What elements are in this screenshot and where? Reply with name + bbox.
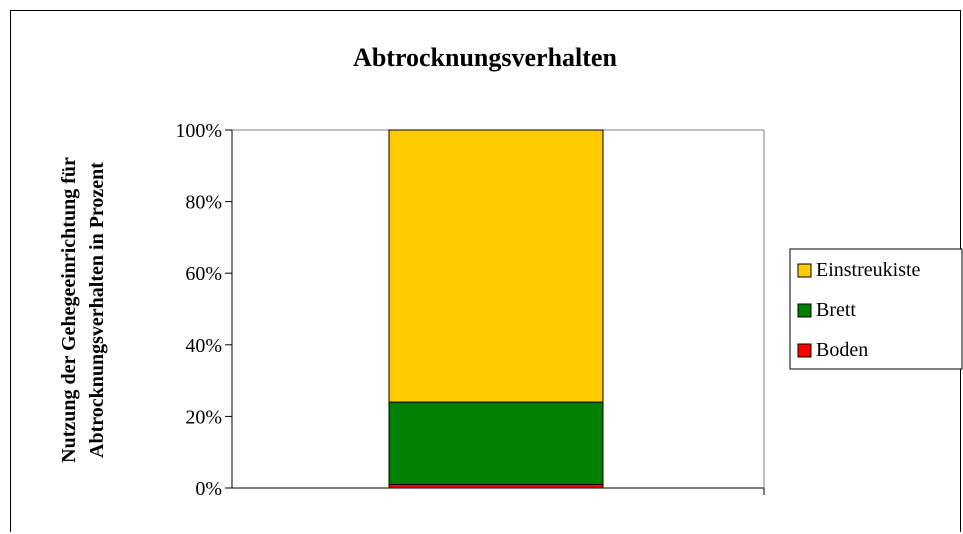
- y-tick-label: 60%: [185, 263, 222, 285]
- bar-segment-boden: [388, 483, 604, 489]
- y-tick-label: 20%: [185, 406, 222, 428]
- y-axis-title: Nutzung der Gehegeeinrichtung für Abtroc…: [58, 157, 108, 463]
- legend-swatch-boden: [797, 343, 812, 358]
- legend-box: [789, 248, 963, 370]
- legend-label-brett: Brett: [816, 299, 856, 321]
- y-tick-label: 0%: [195, 478, 222, 500]
- y-axis-title-line-1: Nutzung der Gehegeeinrichtung für: [58, 157, 80, 463]
- legend-swatch-einstreukiste: [797, 263, 812, 278]
- plot-area: 0% 20% 40% 60% 80% 100%: [175, 120, 765, 500]
- y-axis-title-line-2: Abtrocknungsverhalten in Prozent: [86, 162, 108, 458]
- bar-segment-einstreukiste: [388, 129, 604, 403]
- y-tick-label: 40%: [185, 335, 222, 357]
- legend: Einstreukiste Brett Boden: [789, 248, 963, 370]
- legend-label-boden: Boden: [816, 339, 868, 361]
- chart-title: Abtrocknungsverhalten: [353, 43, 617, 72]
- bar-segment-brett: [388, 401, 604, 485]
- y-tick-label: 80%: [185, 192, 222, 214]
- legend-swatch-brett: [797, 303, 812, 318]
- legend-label-einstreukiste: Einstreukiste: [816, 259, 921, 281]
- y-tick-label: 100%: [175, 120, 222, 142]
